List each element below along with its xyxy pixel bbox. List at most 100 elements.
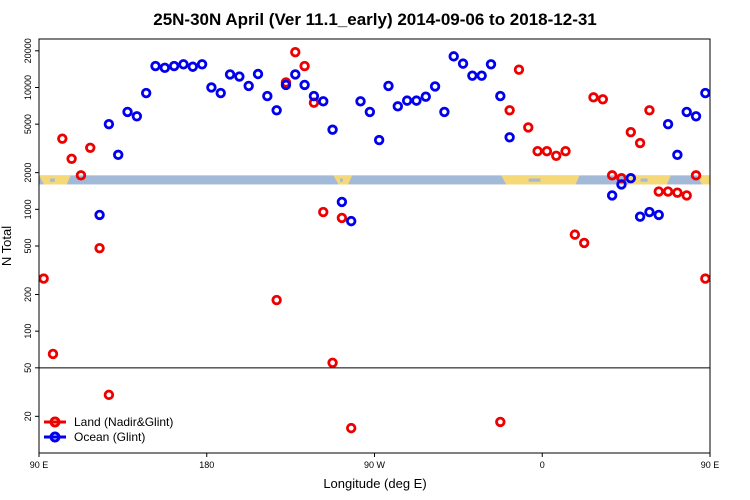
land-point (606, 170, 618, 181)
land-point (662, 186, 674, 197)
land-point (672, 187, 683, 198)
ocean-point (271, 105, 282, 116)
land-point (346, 422, 357, 434)
ocean-point (168, 60, 180, 72)
land-point (513, 64, 525, 75)
ocean-point (392, 101, 403, 112)
land-point (336, 212, 348, 224)
land-point (597, 94, 609, 105)
land-point (327, 357, 338, 368)
land-point (504, 105, 515, 116)
legend-ocean-marker (49, 431, 61, 443)
plot-frame (38, 38, 711, 454)
land-point (690, 170, 702, 181)
ocean-point (625, 173, 636, 184)
legend-ocean-label: Ocean (Glint) (74, 430, 145, 444)
ocean-point (234, 71, 245, 82)
ocean-point (224, 69, 236, 80)
data-points (39, 46, 747, 434)
map-land-4 (696, 175, 710, 185)
y-tick-label: 200 (23, 287, 33, 302)
land-point (729, 155, 737, 163)
land-point (739, 172, 747, 180)
land-point (39, 273, 49, 284)
land-point (560, 145, 571, 157)
x-tick-label: 90 E (701, 460, 720, 470)
map-lake-2 (528, 178, 541, 182)
land-point (653, 186, 664, 197)
ocean-point (672, 149, 683, 161)
ocean-point (634, 211, 646, 222)
ocean-point (690, 111, 702, 122)
land-point (47, 348, 59, 360)
land-point (625, 126, 636, 138)
x-tick-label: 180 (199, 460, 214, 470)
map-ocean (39, 175, 710, 185)
x-tick-label: 90 W (364, 460, 386, 470)
ocean-point (485, 59, 497, 70)
ocean-point (457, 58, 469, 69)
land-point (700, 273, 710, 284)
ocean-point (215, 87, 226, 99)
ocean-point (476, 70, 487, 81)
y-tick-label: 20 (23, 411, 33, 421)
chart-title: 25N-30N April (Ver 11.1_early) 2014-09-0… (153, 10, 597, 29)
land-point (634, 137, 646, 149)
ocean-point (729, 62, 737, 70)
ocean-point (606, 190, 618, 201)
ocean-point (448, 51, 459, 62)
y-axis-label: N Total (0, 226, 14, 266)
x-axis: 90 E 180 90 W 0 90 E (30, 453, 720, 470)
ocean-point (616, 179, 627, 190)
legend: Land (Nadir&Glint) Ocean (Glint) (44, 415, 173, 444)
land-point (103, 389, 115, 401)
land-point (709, 351, 710, 357)
ocean-point (252, 68, 264, 80)
land-point (644, 105, 655, 116)
ocean-point (290, 69, 301, 80)
land-point (318, 206, 329, 218)
y-tick-label: 1000 (23, 199, 33, 219)
land-point (290, 46, 301, 58)
ocean-point (644, 206, 655, 218)
ocean-point (94, 209, 105, 221)
x-axis-label: Longitude (deg E) (323, 476, 426, 491)
legend-land-marker (49, 416, 61, 428)
ocean-point (262, 90, 273, 102)
ocean-point (196, 59, 208, 70)
y-tick-label: 10000 (23, 75, 33, 100)
land-point (720, 135, 728, 143)
ocean-point (373, 134, 385, 146)
land-point (569, 229, 581, 240)
ocean-point (355, 96, 366, 107)
map-lake-1 (340, 178, 343, 182)
land-point (299, 60, 310, 72)
ocean-point (308, 90, 320, 102)
map-lake-3 (640, 178, 648, 182)
land-point (57, 133, 68, 144)
land-point (681, 190, 692, 201)
ocean-point (739, 60, 747, 68)
ocean-point (113, 149, 124, 161)
ocean-point (122, 106, 133, 118)
land-point (85, 142, 96, 153)
land-point (495, 416, 506, 428)
y-axis: 20 50 100 200 500 1000 2000 5000 10000 20000 (23, 38, 39, 421)
ocean-point (159, 62, 171, 74)
ocean-point (504, 132, 515, 143)
map-lake-0 (50, 178, 55, 182)
y-tick-label: 50 (23, 363, 33, 373)
ocean-point (420, 91, 431, 102)
ocean-point (439, 106, 450, 118)
land-point (588, 92, 599, 103)
y-tick-label: 20000 (23, 38, 33, 63)
map-band (39, 175, 710, 185)
ocean-point (187, 61, 198, 72)
land-point (551, 150, 562, 161)
land-point (541, 145, 553, 157)
ocean-point (243, 80, 254, 92)
land-point (66, 153, 77, 164)
ocean-point (383, 80, 394, 92)
x-tick-label: 0 (540, 460, 545, 470)
